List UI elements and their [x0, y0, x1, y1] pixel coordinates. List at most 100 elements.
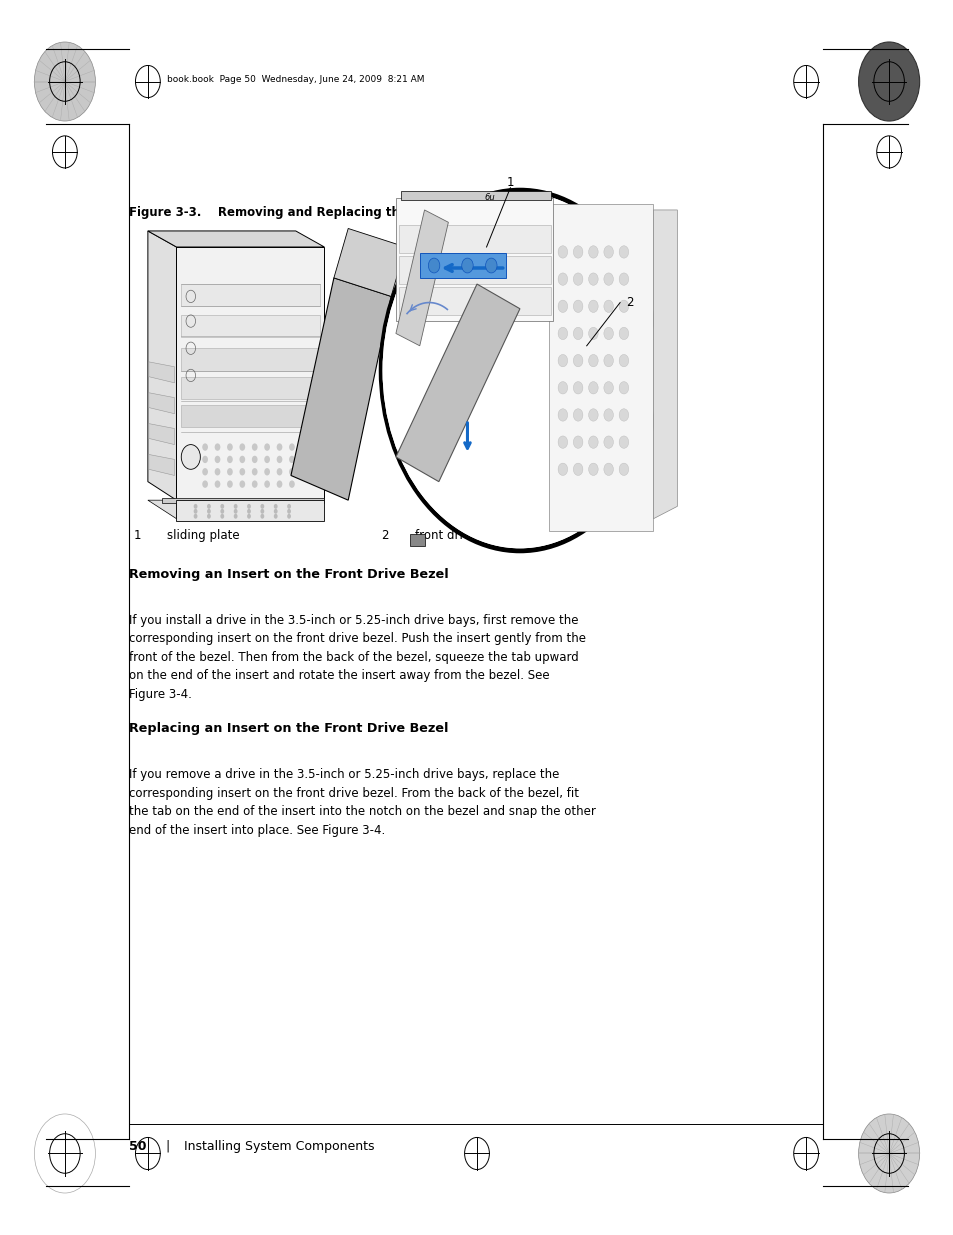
Circle shape [618, 246, 628, 258]
Polygon shape [395, 198, 553, 321]
Polygon shape [653, 210, 677, 519]
Circle shape [603, 382, 613, 394]
Circle shape [207, 509, 211, 514]
Circle shape [233, 509, 237, 514]
Circle shape [274, 514, 277, 519]
Circle shape [618, 382, 628, 394]
Circle shape [264, 456, 270, 463]
Circle shape [618, 354, 628, 367]
Circle shape [247, 509, 251, 514]
Circle shape [220, 514, 224, 519]
Circle shape [227, 480, 233, 488]
Text: |: | [165, 1140, 169, 1152]
Circle shape [252, 456, 257, 463]
Text: front drive bezel: front drive bezel [415, 530, 512, 542]
Circle shape [573, 300, 582, 312]
Circle shape [558, 436, 567, 448]
Circle shape [858, 1114, 919, 1193]
Polygon shape [334, 228, 405, 296]
Text: If you remove a drive in the 3.5-inch or 5.25-inch drive bays, replace the
corre: If you remove a drive in the 3.5-inch or… [129, 768, 595, 836]
Text: sliding plate: sliding plate [167, 530, 239, 542]
Circle shape [276, 468, 282, 475]
Circle shape [603, 436, 613, 448]
Circle shape [264, 468, 270, 475]
Polygon shape [149, 454, 174, 475]
Circle shape [461, 258, 473, 273]
Circle shape [274, 504, 277, 509]
Circle shape [618, 300, 628, 312]
Text: 1: 1 [133, 530, 141, 542]
Circle shape [239, 468, 245, 475]
Text: 1: 1 [506, 177, 514, 189]
Circle shape [274, 509, 277, 514]
Circle shape [573, 436, 582, 448]
Circle shape [202, 480, 208, 488]
Circle shape [220, 509, 224, 514]
Circle shape [239, 443, 245, 451]
Circle shape [289, 443, 294, 451]
Circle shape [276, 456, 282, 463]
Circle shape [603, 327, 613, 340]
Circle shape [181, 445, 200, 469]
Circle shape [603, 300, 613, 312]
Circle shape [558, 246, 567, 258]
Text: 50: 50 [129, 1140, 146, 1152]
Circle shape [618, 436, 628, 448]
Circle shape [858, 42, 919, 121]
Circle shape [573, 273, 582, 285]
Circle shape [603, 246, 613, 258]
Circle shape [260, 509, 264, 514]
Circle shape [603, 409, 613, 421]
Circle shape [588, 246, 598, 258]
Circle shape [233, 504, 237, 509]
Circle shape [588, 354, 598, 367]
Circle shape [260, 514, 264, 519]
Circle shape [603, 463, 613, 475]
Polygon shape [181, 348, 319, 370]
Polygon shape [148, 231, 324, 247]
Text: Figure 3-3.    Removing and Replacing the Front Drive Bezel: Figure 3-3. Removing and Replacing the F… [129, 205, 526, 219]
Circle shape [227, 456, 233, 463]
Circle shape [214, 443, 220, 451]
Polygon shape [148, 500, 176, 519]
Circle shape [558, 463, 567, 475]
Circle shape [558, 354, 567, 367]
Polygon shape [181, 284, 319, 306]
Text: 6u: 6u [484, 193, 495, 203]
Circle shape [573, 382, 582, 394]
Circle shape [558, 409, 567, 421]
Circle shape [573, 354, 582, 367]
Circle shape [202, 443, 208, 451]
Circle shape [207, 504, 211, 509]
Circle shape [239, 456, 245, 463]
Circle shape [603, 273, 613, 285]
Polygon shape [398, 256, 551, 284]
Text: If you install a drive in the 3.5-inch or 5.25-inch drive bays, first remove the: If you install a drive in the 3.5-inch o… [129, 614, 585, 700]
Polygon shape [410, 534, 424, 546]
Circle shape [287, 504, 291, 509]
Circle shape [247, 504, 251, 509]
Circle shape [193, 509, 197, 514]
Circle shape [588, 436, 598, 448]
Circle shape [428, 258, 439, 273]
Circle shape [260, 504, 264, 509]
Circle shape [603, 354, 613, 367]
Circle shape [289, 480, 294, 488]
Circle shape [227, 468, 233, 475]
Text: 2: 2 [625, 296, 633, 309]
Circle shape [247, 514, 251, 519]
Circle shape [618, 409, 628, 421]
Text: book.book  Page 50  Wednesday, June 24, 2009  8:21 AM: book.book Page 50 Wednesday, June 24, 20… [167, 74, 424, 84]
Polygon shape [419, 253, 505, 278]
Text: Removing an Insert on the Front Drive Bezel: Removing an Insert on the Front Drive Be… [129, 568, 448, 582]
Circle shape [558, 382, 567, 394]
Circle shape [558, 300, 567, 312]
Text: Replacing an Insert on the Front Drive Bezel: Replacing an Insert on the Front Drive B… [129, 722, 448, 736]
Circle shape [573, 327, 582, 340]
Circle shape [618, 273, 628, 285]
Polygon shape [181, 377, 319, 399]
Circle shape [34, 42, 95, 121]
Polygon shape [181, 315, 319, 337]
Polygon shape [395, 210, 448, 346]
Circle shape [287, 514, 291, 519]
